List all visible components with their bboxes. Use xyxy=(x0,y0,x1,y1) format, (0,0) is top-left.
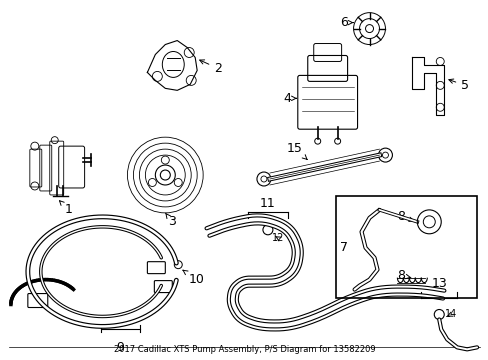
Text: 12: 12 xyxy=(271,233,284,243)
Text: 1: 1 xyxy=(60,201,73,216)
Text: 11: 11 xyxy=(260,197,275,210)
Text: 4: 4 xyxy=(283,92,296,105)
Text: 15: 15 xyxy=(286,141,306,159)
Text: 10: 10 xyxy=(183,270,203,286)
Text: 8: 8 xyxy=(397,269,410,282)
Bar xyxy=(335,196,476,298)
Text: 3: 3 xyxy=(165,213,176,228)
Text: 9: 9 xyxy=(116,341,124,354)
Text: 7: 7 xyxy=(339,241,347,254)
Text: 2: 2 xyxy=(199,60,222,75)
Text: 6: 6 xyxy=(339,16,352,29)
Text: 13: 13 xyxy=(430,276,446,289)
Text: 8: 8 xyxy=(397,210,413,223)
Text: 2017 Cadillac XTS Pump Assembly, P/S Diagram for 13582209: 2017 Cadillac XTS Pump Assembly, P/S Dia… xyxy=(113,345,375,354)
Text: 5: 5 xyxy=(448,79,468,92)
Text: 14: 14 xyxy=(444,310,456,319)
